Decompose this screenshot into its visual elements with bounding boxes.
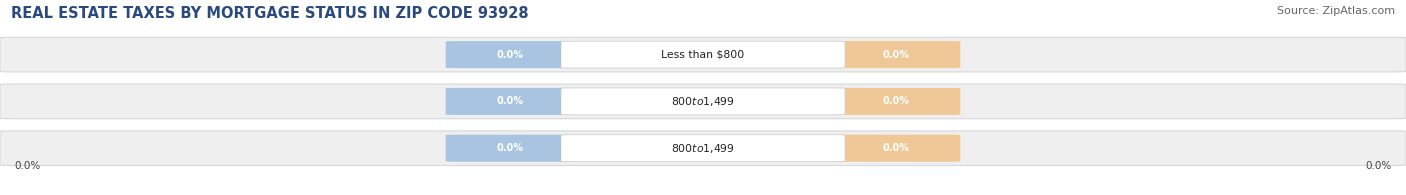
Text: 0.0%: 0.0% [883, 143, 910, 153]
Text: 0.0%: 0.0% [496, 96, 523, 106]
Text: 0.0%: 0.0% [496, 143, 523, 153]
Text: 0.0%: 0.0% [496, 50, 523, 60]
Text: Source: ZipAtlas.com: Source: ZipAtlas.com [1277, 6, 1395, 16]
Text: 0.0%: 0.0% [1365, 161, 1392, 171]
FancyBboxPatch shape [446, 135, 574, 162]
Text: 0.0%: 0.0% [883, 96, 910, 106]
FancyBboxPatch shape [446, 41, 574, 68]
Text: 0.0%: 0.0% [14, 161, 41, 171]
FancyBboxPatch shape [561, 88, 845, 115]
Text: Less than $800: Less than $800 [661, 50, 745, 60]
FancyBboxPatch shape [0, 131, 1406, 166]
Text: REAL ESTATE TAXES BY MORTGAGE STATUS IN ZIP CODE 93928: REAL ESTATE TAXES BY MORTGAGE STATUS IN … [11, 6, 529, 21]
FancyBboxPatch shape [561, 135, 845, 162]
FancyBboxPatch shape [832, 88, 960, 115]
Text: $800 to $1,499: $800 to $1,499 [671, 95, 735, 108]
FancyBboxPatch shape [446, 88, 574, 115]
FancyBboxPatch shape [0, 37, 1406, 72]
FancyBboxPatch shape [561, 41, 845, 68]
FancyBboxPatch shape [832, 135, 960, 162]
Text: 0.0%: 0.0% [883, 50, 910, 60]
FancyBboxPatch shape [832, 41, 960, 68]
FancyBboxPatch shape [0, 84, 1406, 119]
Text: $800 to $1,499: $800 to $1,499 [671, 142, 735, 155]
